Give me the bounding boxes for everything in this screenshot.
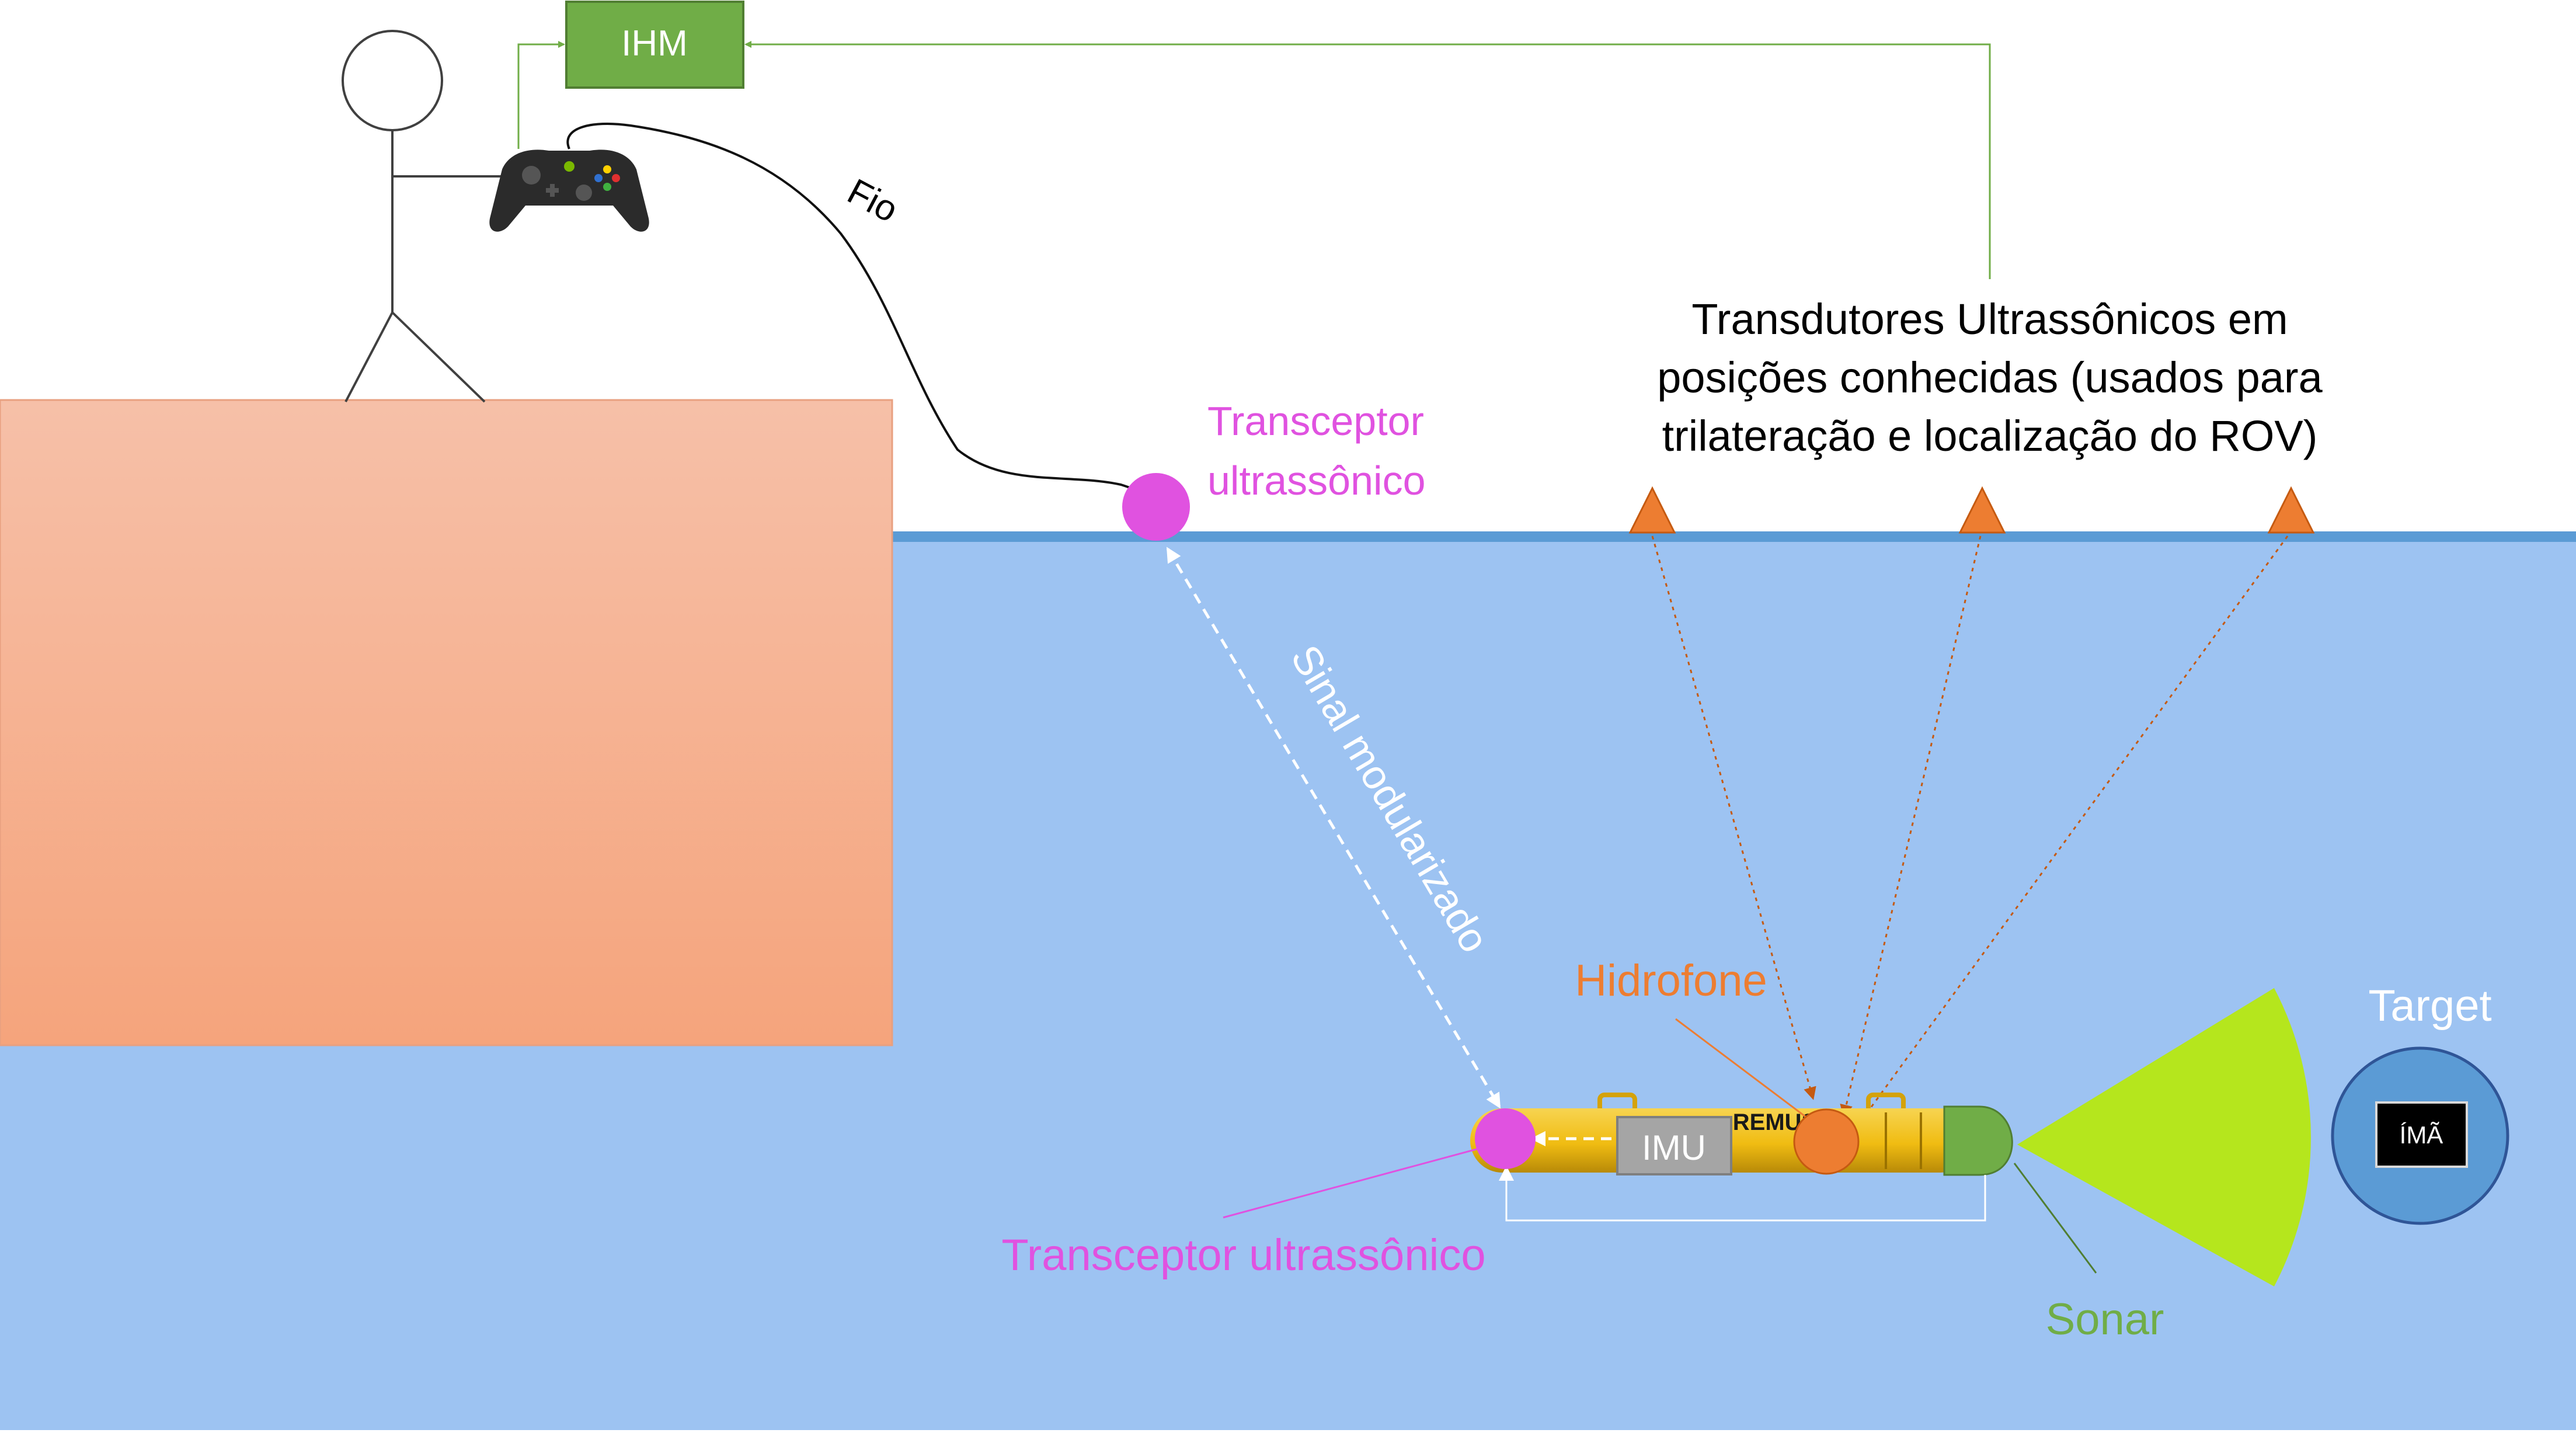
tether-wire xyxy=(566,123,1148,498)
sonar-label: Sonar xyxy=(2046,1295,2164,1344)
transducer-3 xyxy=(2267,486,2315,534)
transducers-label-1: Transdutores Ultrassônicos em xyxy=(1691,295,2288,343)
ihm-box: IHM xyxy=(565,1,744,89)
surface-transceiver xyxy=(1122,473,1190,541)
water-surface-line xyxy=(890,531,2576,542)
modulated-signal-arrow xyxy=(1166,547,1501,1109)
imu-label: IMU xyxy=(1642,1128,1706,1167)
magnet-label: ÍMÃ xyxy=(2400,1121,2443,1149)
ihm-label: IHM xyxy=(621,23,688,64)
sonar-to-transceiver-link xyxy=(1499,1166,1986,1222)
transducers-to-ihm-arrow xyxy=(744,41,1991,279)
rov-transceiver-label: Transceptor ultrassônico xyxy=(1001,1230,1485,1280)
hydrophone xyxy=(1793,1108,1860,1175)
operator-figure xyxy=(342,30,514,403)
transducers-label-2: posições conhecidas (usados para xyxy=(1657,353,2323,402)
rov-transceiver-leader xyxy=(1223,1146,1484,1219)
sonar-beam xyxy=(2017,988,2311,1286)
gamepad-icon xyxy=(489,149,649,232)
transducer-2-ray xyxy=(1840,535,1982,1118)
imu-box: IMU xyxy=(1616,1116,1732,1175)
magnet-box xyxy=(2375,1101,2468,1168)
hydrophone-label: Hidrofone xyxy=(1575,956,1767,1006)
controller-to-ihm-arrow xyxy=(517,41,565,149)
wire-label: Fio xyxy=(841,171,904,230)
transducer-1 xyxy=(1628,486,1676,534)
transducers-label-3: trilateração e localização do ROV) xyxy=(1662,412,2318,460)
surface-transceiver-label-1: Transceptor xyxy=(1207,398,1424,444)
target-label: Target xyxy=(2368,981,2491,1031)
rov-transceiver xyxy=(1475,1108,1536,1169)
transducer-2 xyxy=(1958,486,2006,534)
sonar-leader xyxy=(2013,1163,2097,1274)
dock-block xyxy=(0,399,893,1046)
hydrophone-leader xyxy=(1675,1018,1806,1118)
surface-transceiver-label-2: ultrassônico xyxy=(1207,458,1426,503)
